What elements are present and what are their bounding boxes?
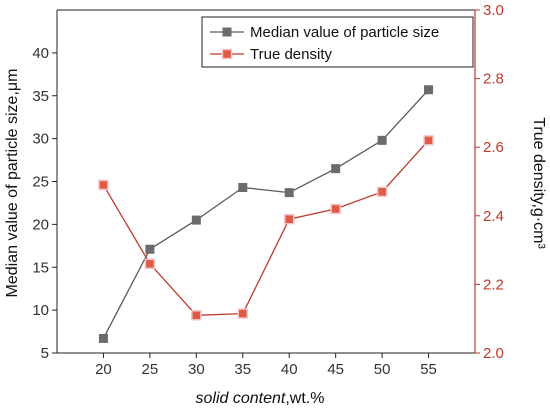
series-layer [98,85,434,343]
y2-tick-label: 3.0 [483,2,504,19]
y-tick-label: 25 [32,174,49,191]
ticks-layer: 20 25 30 35 40 45 50 555101520253035402.02.22.4… [32,2,504,378]
data-point-particle-size [145,244,155,254]
legend-marker-particle-size [222,27,232,37]
data-point-true-density [237,308,249,319]
legend-marker-true-density [221,48,233,60]
legend: Median value of particle size True densi… [201,16,474,68]
y2-tick-label: 2.4 [483,208,504,225]
data-point-true-density [376,186,388,198]
data-point-particle-size [377,135,387,145]
y-tick-label: 5 [41,345,49,362]
data-point-true-density [191,310,202,321]
x-tick-label: 25 [142,361,159,378]
y2-tick-label: 2.8 [483,71,504,88]
data-point-true-density [283,213,295,225]
x-tick-label: 20 [95,361,112,378]
x-axis-title-italic: solid content [196,390,286,407]
y-tick-label: 20 [32,216,49,233]
legend-label-particle-size: Median value of particle size [250,24,439,41]
x-tick-label: 50 [374,361,391,378]
data-point-true-density [144,258,156,270]
y2-axis-title: True density,g·cm³ [530,117,547,249]
x-tick-label: 55 [420,361,437,378]
data-point-particle-size [424,85,434,95]
y-tick-label: 35 [32,88,49,105]
series-line-true-density [102,139,430,316]
data-point-particle-size [98,333,108,343]
data-point-particle-size [238,183,248,193]
y-axis-title: Median value of particle size,μm [4,69,21,298]
x-tick-label: 35 [234,361,251,378]
series-line-particle-size [102,89,430,339]
data-point-true-density [330,203,341,215]
data-point-true-density [423,135,434,146]
x-axis-title: solid content,wt.% [196,390,325,407]
y2-tick-label: 2.6 [483,139,504,156]
y2-tick-label: 2.2 [483,276,504,293]
y-tick-label: 40 [32,45,49,62]
data-point-particle-size [284,188,294,198]
x-tick-label: 30 [188,361,205,378]
y-tick-label: 15 [32,259,49,276]
x-tick-label: 45 [327,361,344,378]
legend-box [201,16,474,68]
y-tick-label: 10 [32,302,49,319]
data-point-particle-size [191,215,201,225]
y-tick-label: 30 [32,131,49,148]
legend-label-true-density: True density [250,46,332,63]
x-axis-title-unit: ,wt.% [285,390,324,407]
data-point-true-density [98,179,109,191]
data-point-particle-size [331,164,341,174]
y2-tick-label: 2.0 [483,345,504,362]
x-tick-label: 40 [281,361,298,378]
